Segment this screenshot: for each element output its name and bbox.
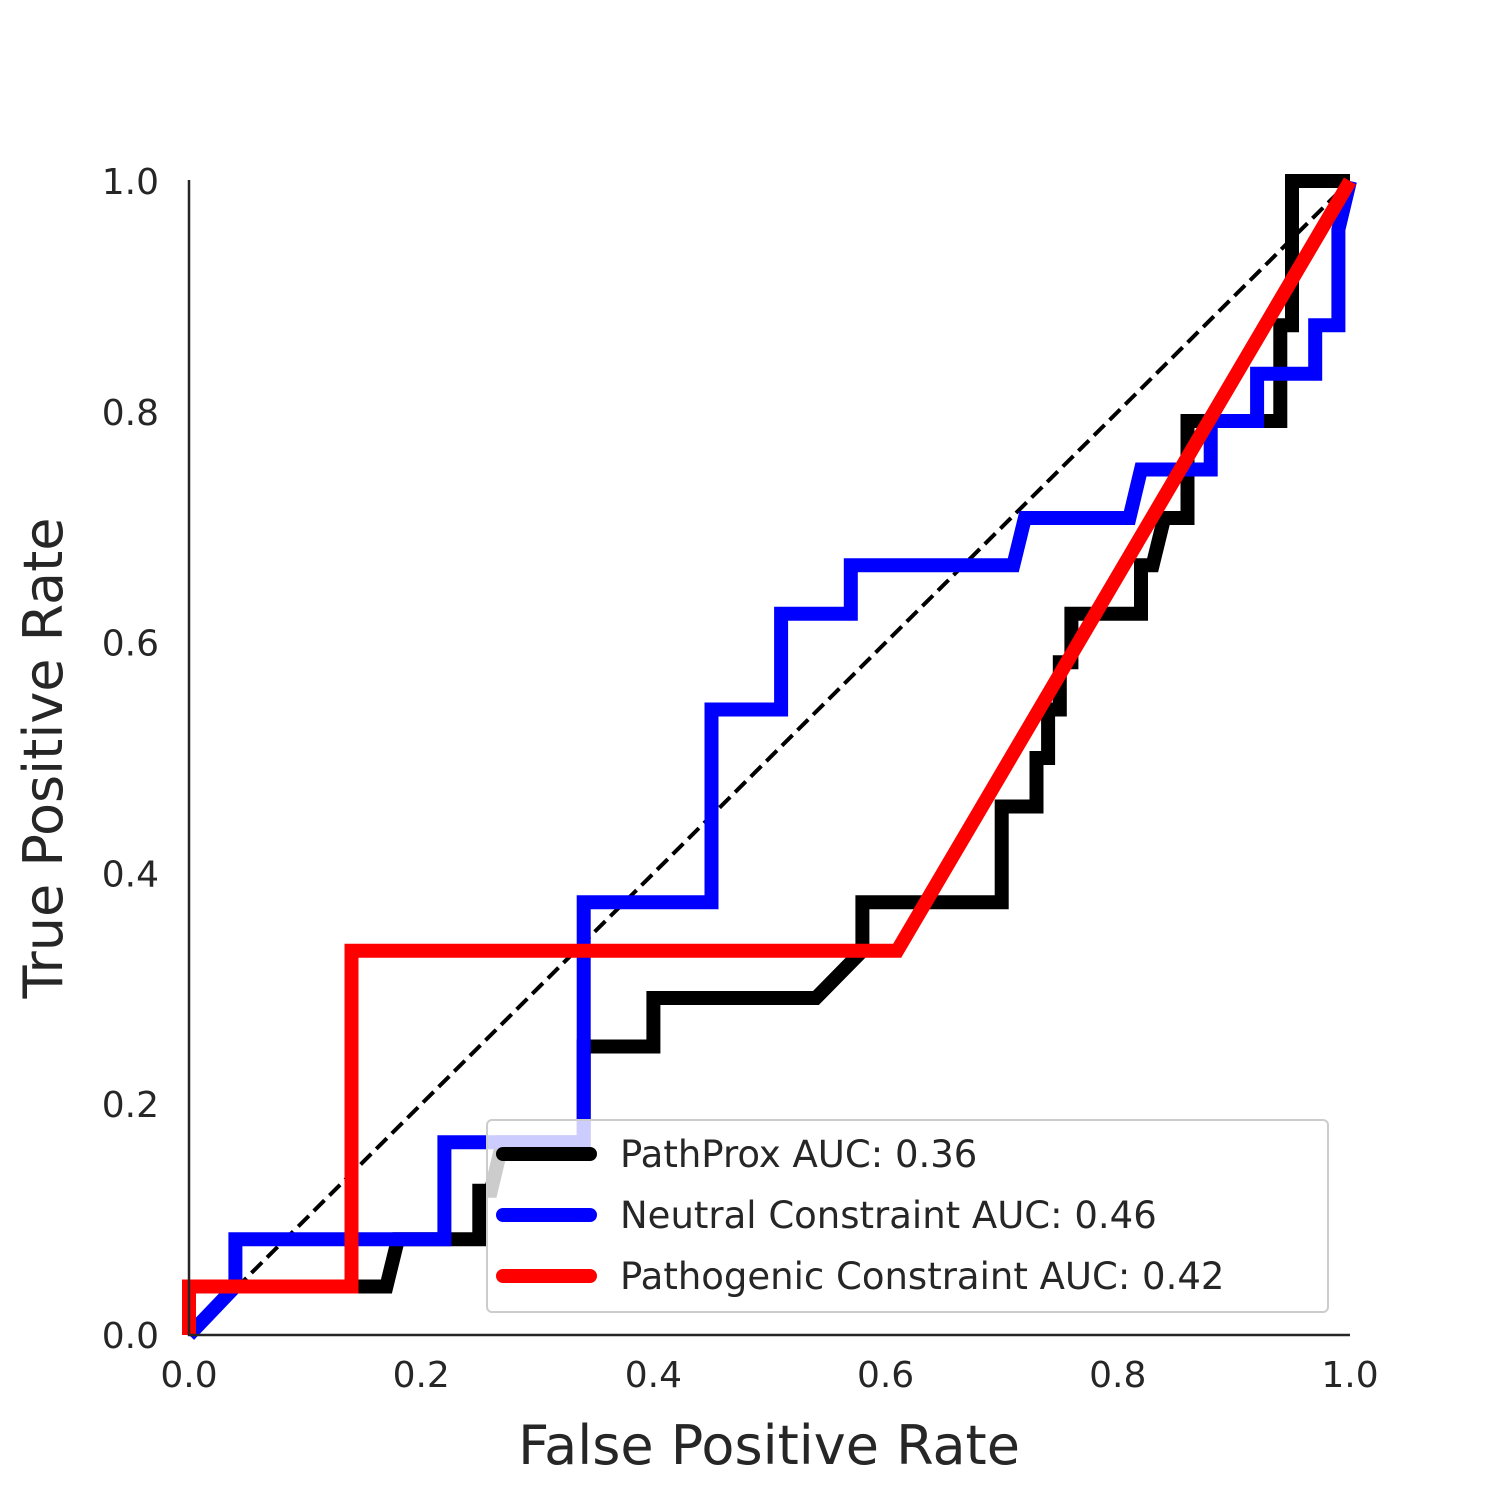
y-tick-label: 0.8 bbox=[102, 393, 159, 434]
reference-line-group bbox=[187, 179, 1352, 1337]
y-axis-title: True Positive Rate bbox=[12, 517, 75, 999]
y-tick-label: 0.4 bbox=[102, 854, 159, 895]
x-axis-title: False Positive Rate bbox=[518, 1414, 1020, 1477]
legend: PathProx AUC: 0.36 Neutral Constraint AUC… bbox=[486, 1119, 1329, 1313]
legend-label-1: Neutral Constraint AUC: 0.46 bbox=[620, 1194, 1157, 1237]
x-tick-label: 0.2 bbox=[393, 1355, 450, 1396]
series-line-0 bbox=[182, 174, 1350, 1335]
legend-label-2: Pathogenic Constraint AUC: 0.42 bbox=[620, 1255, 1224, 1298]
legend-frame bbox=[486, 1119, 1329, 1313]
x-tick-label: 0.4 bbox=[625, 1355, 682, 1396]
y-tick-label: 0.0 bbox=[102, 1316, 159, 1357]
ticks-group: 0.0 0.2 0.4 0.6 0.8 1.0 0.0 0.2 0.4 0.6 0.8 1.0 bbox=[102, 162, 1379, 1396]
x-tick-label: 0.6 bbox=[857, 1355, 914, 1396]
axes-group bbox=[187, 180, 1350, 1337]
reference-diagonal-line bbox=[187, 179, 1352, 1337]
x-tick-label: 0.8 bbox=[1089, 1355, 1146, 1396]
x-tick-label: 1.0 bbox=[1321, 1355, 1378, 1396]
x-tick-label: 0.0 bbox=[160, 1355, 217, 1396]
series-line-1 bbox=[183, 179, 1357, 1340]
legend-label-0: PathProx AUC: 0.36 bbox=[620, 1133, 977, 1176]
y-tick-label: 0.2 bbox=[102, 1085, 159, 1126]
y-tick-label: 1.0 bbox=[102, 162, 159, 203]
y-tick-label: 0.6 bbox=[102, 624, 159, 665]
